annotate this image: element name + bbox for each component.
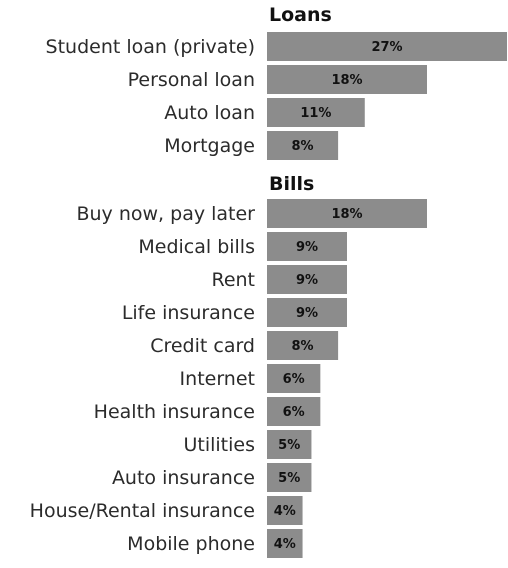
category-label-house-rental-insurance: House/Rental insurance (30, 500, 255, 522)
category-label-mobile-phone: Mobile phone (127, 533, 255, 555)
category-label-personal-loan: Personal loan (128, 69, 255, 91)
group-title-bills: Bills (269, 173, 314, 195)
category-label-health-insurance: Health insurance (94, 401, 255, 423)
value-label-mobile-phone: 4% (274, 537, 296, 552)
bar-internet (267, 364, 321, 393)
value-label-utilities: 5% (278, 438, 300, 453)
value-label-auto-insurance: 5% (278, 471, 300, 486)
value-label-life-insurance: 9% (296, 306, 318, 321)
bar-buy-now-pay-later (267, 199, 427, 228)
value-label-auto-loan: 11% (300, 106, 331, 121)
bar-house-rental-insurance (267, 496, 303, 525)
category-label-student-loan-private: Student loan (private) (46, 36, 255, 58)
bar-utilities (267, 430, 312, 459)
category-label-mortgage: Mortgage (164, 135, 255, 157)
bar-credit-card (267, 331, 339, 360)
bar-personal-loan (267, 65, 427, 94)
value-label-mortgage: 8% (292, 139, 314, 154)
bar-auto-insurance (267, 463, 312, 492)
category-label-credit-card: Credit card (150, 335, 255, 357)
bar-health-insurance (267, 397, 321, 426)
category-label-internet: Internet (180, 368, 255, 390)
bar-auto-loan (267, 98, 365, 127)
category-label-life-insurance: Life insurance (122, 302, 255, 324)
category-label-auto-insurance: Auto insurance (112, 467, 255, 489)
category-label-buy-now-pay-later: Buy now, pay later (76, 203, 255, 225)
category-label-rent: Rent (211, 269, 255, 291)
bar-mortgage (267, 131, 339, 160)
value-label-health-insurance: 6% (283, 405, 305, 420)
group-title-loans: Loans (269, 4, 332, 26)
value-label-medical-bills: 9% (296, 240, 318, 255)
value-label-house-rental-insurance: 4% (274, 504, 296, 519)
bar-medical-bills (267, 232, 347, 261)
value-label-credit-card: 8% (292, 339, 314, 354)
category-label-utilities: Utilities (183, 434, 255, 456)
value-label-personal-loan: 18% (331, 73, 362, 88)
value-label-student-loan-private: 27% (371, 40, 402, 55)
bar-rent (267, 265, 347, 294)
category-label-medical-bills: Medical bills (138, 236, 255, 258)
bar-life-insurance (267, 298, 347, 327)
value-label-buy-now-pay-later: 18% (331, 207, 362, 222)
bar-student-loan-private (267, 32, 507, 61)
bar-mobile-phone (267, 529, 303, 558)
value-label-internet: 6% (283, 372, 305, 387)
value-label-rent: 9% (296, 273, 318, 288)
category-label-auto-loan: Auto loan (164, 102, 255, 124)
